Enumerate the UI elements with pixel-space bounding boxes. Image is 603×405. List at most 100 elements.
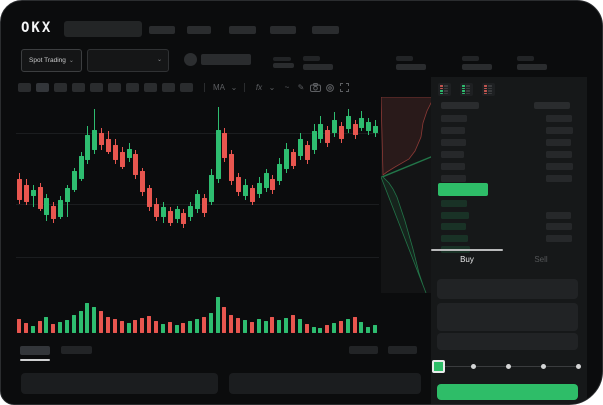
volume-bar bbox=[126, 323, 131, 333]
volume-bar bbox=[208, 313, 213, 333]
screenshot-camera-icon[interactable] bbox=[310, 82, 323, 93]
slider-handle[interactable] bbox=[432, 360, 445, 373]
active-tab-underline bbox=[20, 359, 50, 361]
tab-sell[interactable]: Sell bbox=[534, 255, 548, 264]
candle bbox=[133, 154, 139, 176]
timeframe-button[interactable] bbox=[180, 83, 193, 92]
candlestick-chart[interactable] bbox=[16, 101, 379, 291]
settings-gear-icon[interactable] bbox=[325, 82, 338, 93]
bid-price-bar[interactable] bbox=[441, 234, 468, 242]
slider-stop-dot[interactable] bbox=[540, 364, 546, 369]
okx-logo: OKX bbox=[21, 20, 53, 36]
candle bbox=[263, 173, 269, 189]
ask-amount-bar bbox=[546, 127, 573, 134]
volume-bar bbox=[290, 315, 295, 333]
market-type-selector[interactable]: Spot Trading ⌄ bbox=[21, 49, 82, 72]
candle bbox=[51, 205, 57, 219]
toolbar-divider bbox=[204, 83, 205, 92]
volume-bar bbox=[153, 321, 158, 333]
bid-price-bar[interactable] bbox=[441, 200, 467, 207]
chart-gridline bbox=[16, 256, 379, 258]
timeframe-button[interactable] bbox=[54, 83, 67, 92]
stat-label-placeholder bbox=[396, 56, 413, 61]
candle bbox=[188, 205, 194, 217]
slider-stop-dot[interactable] bbox=[470, 364, 476, 369]
orderbook-view-bids-icon[interactable] bbox=[460, 83, 473, 96]
orderbook-view-all-icon[interactable] bbox=[438, 83, 451, 96]
candle bbox=[119, 152, 125, 168]
ask-price-bar[interactable] bbox=[441, 139, 466, 146]
search-input[interactable] bbox=[64, 21, 142, 37]
timeframe-button[interactable] bbox=[90, 83, 103, 92]
bid-price-bar[interactable] bbox=[441, 211, 469, 219]
timeframe-button[interactable] bbox=[126, 83, 139, 92]
timeframe-button[interactable] bbox=[36, 83, 49, 92]
timeframe-button[interactable] bbox=[18, 83, 31, 92]
ask-price-bar[interactable] bbox=[441, 151, 464, 158]
total-input[interactable] bbox=[437, 333, 578, 350]
nav-item[interactable] bbox=[229, 26, 256, 34]
ma-overlay-button[interactable]: MA bbox=[213, 83, 225, 92]
stat-label-placeholder bbox=[303, 56, 320, 61]
nav-item[interactable] bbox=[187, 26, 211, 34]
timeframe-button[interactable] bbox=[144, 83, 157, 92]
volume-bar bbox=[325, 325, 330, 333]
candle bbox=[85, 135, 91, 160]
price-input[interactable] bbox=[437, 279, 578, 299]
candle-wick bbox=[32, 184, 34, 208]
ask-price-bar[interactable] bbox=[441, 175, 466, 182]
orders-list-placeholder bbox=[229, 373, 421, 394]
stat-label-placeholder bbox=[273, 57, 291, 61]
bid-price-bar[interactable] bbox=[441, 223, 466, 230]
volume-bar bbox=[51, 324, 56, 333]
timeframe-button[interactable] bbox=[162, 83, 175, 92]
nav-item[interactable] bbox=[270, 26, 296, 34]
orderbook-view-asks-icon[interactable] bbox=[482, 83, 495, 96]
indicators-button[interactable]: fx bbox=[255, 83, 263, 92]
volume-bar bbox=[133, 320, 138, 333]
volume-bar bbox=[338, 321, 343, 333]
fullscreen-expand-icon[interactable] bbox=[340, 82, 353, 93]
candle bbox=[215, 129, 221, 179]
candle bbox=[338, 125, 344, 139]
line-chart-type-icon[interactable]: ~ bbox=[284, 83, 290, 92]
draw-tool-icon[interactable]: ✎ bbox=[297, 83, 305, 92]
volume-bar bbox=[345, 319, 350, 333]
volume-bar bbox=[188, 321, 193, 333]
panel-action[interactable] bbox=[388, 346, 417, 354]
buy-submit-button[interactable] bbox=[437, 384, 578, 400]
nav-item[interactable] bbox=[149, 26, 175, 34]
panel-action[interactable] bbox=[349, 346, 378, 354]
orderbook-col-header-amount bbox=[534, 102, 570, 109]
chevron-down-icon[interactable]: ⌄ bbox=[268, 83, 276, 92]
ask-price-bar[interactable] bbox=[441, 115, 467, 122]
volume-bar bbox=[147, 316, 152, 333]
slider-stop-dot[interactable] bbox=[575, 364, 581, 369]
history-tab[interactable] bbox=[61, 346, 92, 354]
candle bbox=[64, 188, 70, 202]
last-price-badge[interactable] bbox=[438, 183, 488, 196]
volume-bar bbox=[297, 319, 302, 333]
candle bbox=[373, 125, 379, 134]
candle bbox=[195, 194, 201, 210]
volume-bar bbox=[222, 307, 227, 333]
volume-bar bbox=[359, 322, 364, 333]
orders-tab-active[interactable] bbox=[20, 346, 50, 355]
slider-stop-dot[interactable] bbox=[505, 364, 511, 369]
ask-price-bar[interactable] bbox=[441, 127, 465, 134]
chevron-down-icon[interactable]: ⌄ bbox=[230, 83, 238, 92]
candle bbox=[78, 156, 84, 179]
timeframe-button[interactable] bbox=[72, 83, 85, 92]
volume-bar bbox=[201, 317, 206, 333]
nav-item[interactable] bbox=[312, 26, 339, 34]
pair-dropdown[interactable]: ⌄ bbox=[87, 49, 169, 72]
candle bbox=[270, 178, 276, 191]
stat-value-placeholder bbox=[273, 63, 294, 68]
amount-input[interactable] bbox=[437, 303, 578, 331]
ask-price-bar[interactable] bbox=[441, 163, 465, 170]
candle bbox=[126, 148, 132, 158]
timeframe-button[interactable] bbox=[108, 83, 121, 92]
tab-buy[interactable]: Buy bbox=[460, 255, 474, 264]
